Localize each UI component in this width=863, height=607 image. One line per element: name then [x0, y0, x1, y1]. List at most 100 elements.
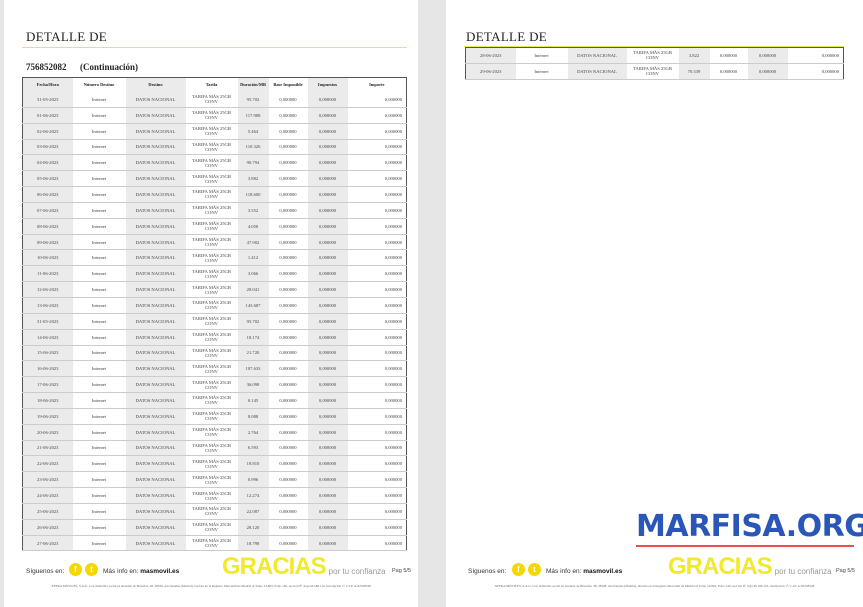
table-cell: 12.274 [237, 487, 269, 504]
table-cell: 8.088 [237, 408, 269, 425]
table-cell: 3.822 [678, 47, 710, 64]
table-cell: 0,000000 [709, 63, 748, 80]
page-title: DETALLE DE [26, 29, 108, 44]
table-row: 04-06-2023 Internet DATOS NACIONAL TARIFA M… [22, 154, 407, 172]
detail-table-continued: 28-06-2023 Internet DATOS NACIONAL TARIFA M… [465, 47, 844, 80]
table-cell: Internet [72, 313, 126, 330]
table-cell: 0,000000 [307, 281, 348, 298]
table-cell: Internet [72, 123, 126, 140]
table-cell: 24-06-2023 [22, 487, 73, 504]
table-cell: 0,000000 [787, 47, 844, 64]
table-cell: Internet [72, 360, 126, 378]
table-cell: 09-06-2023 [22, 234, 73, 251]
table-row: 29-06-2023 Internet DATOS NACIONAL TARIFA M… [465, 63, 844, 80]
table-cell: 0,000000 [307, 503, 348, 520]
table-cell: Internet [72, 487, 126, 504]
table-cell: 04-06-2023 [22, 154, 73, 172]
twitter-icon[interactable]: t [528, 563, 541, 576]
table-cell: 28.041 [237, 281, 269, 298]
table-cell: 0,000000 [268, 313, 308, 330]
table-cell: 0,000000 [347, 234, 407, 251]
table-cell: 0,000000 [787, 63, 844, 80]
table-cell: TARIFA MÁS 25GB CONV [185, 440, 238, 457]
table-cell: 0,000000 [268, 329, 308, 346]
table-cell: 0,000000 [307, 249, 348, 267]
table-row: 14-06-2023 Internet DATOS NACIONAL TARIFA M… [22, 329, 407, 346]
table-cell: 0,000000 [347, 139, 407, 156]
table-cell: 21.720 [237, 345, 269, 362]
table-cell: 17-06-2023 [22, 376, 73, 394]
table-cell: TARIFA MÁS 25GB CONV [185, 297, 238, 314]
table-cell: 15-06-2023 [22, 345, 73, 362]
page-title: DETALLE DE [466, 29, 548, 44]
table-cell: TARIFA MÁS 25GB CONV [185, 91, 238, 108]
table-cell: Internet [72, 265, 126, 283]
thanks-subtitle: por tu confianza [328, 567, 386, 576]
table-cell: TARIFA MÁS 25GB CONV [185, 107, 238, 124]
table-cell: Internet [72, 139, 126, 156]
twitter-icon[interactable]: t [85, 563, 98, 576]
table-cell: DATOS NACIONAL [125, 139, 186, 156]
table-cell: 0,000000 [307, 329, 348, 346]
table-cell: DATOS NACIONAL [125, 487, 186, 504]
page-number: Pag 5/5 [836, 568, 855, 574]
watermark-underline [636, 545, 854, 547]
table-cell: DATOS NACIONAL [125, 202, 186, 219]
more-info-label: Más info en: [546, 568, 582, 575]
table-cell: DATOS NACIONAL [125, 218, 186, 235]
table-cell: 0,000000 [268, 218, 308, 235]
table-cell: 0,000000 [307, 265, 348, 283]
table-cell: 02-06-2023 [22, 123, 73, 140]
table-cell: 0,000000 [347, 455, 407, 473]
title-rule [464, 46, 844, 47]
table-row: 02-06-2023 Internet DATOS NACIONAL TARIFA M… [22, 123, 407, 140]
footer: Síguenos en: f t Más info en: masmovil.e… [4, 554, 418, 600]
table-row: 10-06-2023 Internet DATOS NACIONAL TARIFA M… [22, 249, 407, 267]
table-cell: 117.988 [237, 107, 269, 124]
table-cell: 19-06-2023 [22, 408, 73, 425]
table-cell: 0,000000 [268, 297, 308, 314]
table-cell: Internet [72, 408, 126, 425]
facebook-icon[interactable]: f [69, 563, 82, 576]
table-cell: 0,000000 [347, 202, 407, 219]
table-cell: TARIFA MÁS 25GB CONV [185, 519, 238, 536]
table-cell: TARIFA MÁS 25GB CONV [185, 455, 238, 473]
table-cell: DATOS NACIONAL [125, 535, 186, 552]
table-cell: DATOS NACIONAL [125, 519, 186, 536]
table-cell: TARIFA MÁS 25GB CONV [185, 392, 238, 409]
table-row: 31-05-2023 Internet DATOS NACIONAL TARIFA M… [22, 313, 407, 330]
table-cell: DATOS NACIONAL [567, 63, 627, 80]
table-cell: TARIFA MÁS 25GB CONV [185, 503, 238, 520]
table-cell: 25-06-2023 [22, 503, 73, 520]
column-header: Número Destino [83, 82, 115, 88]
table-row: 18-06-2023 Internet DATOS NACIONAL TARIFA M… [22, 392, 407, 409]
facebook-icon[interactable]: f [512, 563, 525, 576]
table-cell: DATOS NACIONAL [125, 455, 186, 473]
table-cell: 0,000000 [268, 471, 308, 489]
table-cell: Internet [72, 329, 126, 346]
thanks-logo: GRACIAS [668, 553, 773, 580]
column-header: Base Imponible [273, 82, 303, 88]
table-cell: DATOS NACIONAL [125, 297, 186, 314]
table-cell: TARIFA MÁS 25GB CONV [185, 265, 238, 283]
table-cell: 0,000000 [307, 186, 348, 203]
table-cell: 0,000000 [268, 107, 308, 124]
column-header: Duración/MB [237, 77, 269, 92]
site-link[interactable]: masmovil.es [583, 568, 623, 575]
table-cell: 05-06-2023 [22, 170, 73, 188]
table-cell: 0,000000 [307, 424, 348, 441]
table-row: 15-06-2023 Internet DATOS NACIONAL TARIFA M… [22, 345, 407, 362]
table-cell: 18-06-2023 [22, 392, 73, 409]
table-cell: 26-06-2023 [22, 519, 73, 536]
table-cell: 03-06-2023 [22, 139, 73, 156]
table-cell: DATOS NACIONAL [125, 186, 186, 203]
table-cell: Internet [72, 440, 126, 457]
table-cell: 0,000000 [307, 170, 348, 188]
table-cell: 16-06-2023 [22, 360, 73, 378]
site-link[interactable]: masmovil.es [140, 568, 180, 575]
table-cell: 110.326 [237, 139, 269, 156]
table-cell: TARIFA MÁS 25GB CONV [185, 471, 238, 489]
table-cell: 0,000000 [307, 360, 348, 378]
table-cell: TARIFA MÁS 25GB CONV [626, 63, 679, 80]
table-cell: 0,000000 [268, 123, 308, 140]
